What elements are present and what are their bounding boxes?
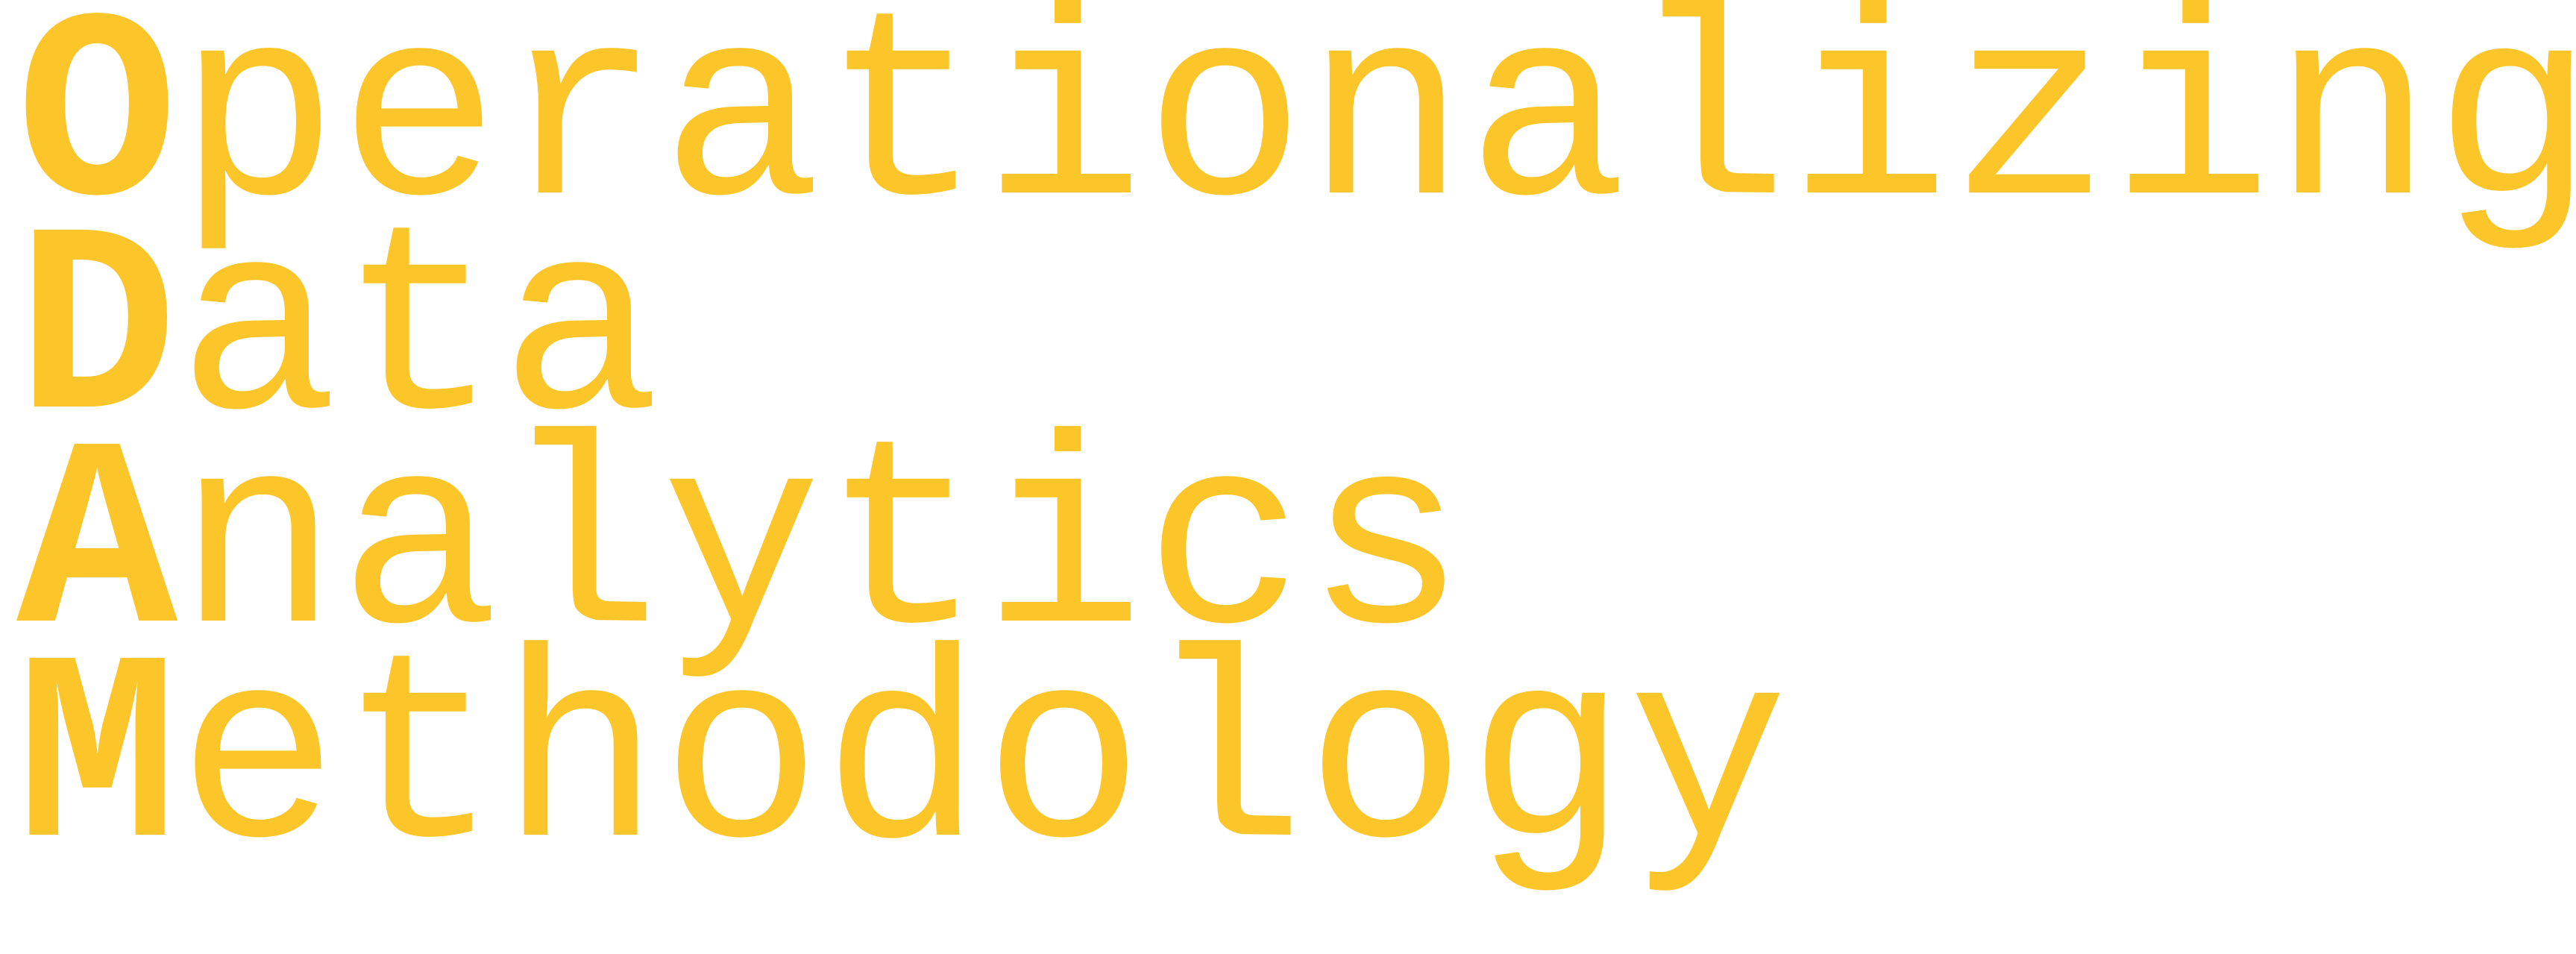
initial-letter: A xyxy=(16,398,178,702)
wordmark-line-analytics: Analytics xyxy=(16,415,1466,684)
word-remainder: perationalizing xyxy=(178,0,2576,274)
odam-wordmark: Operationalizing Data Analytics Methodol… xyxy=(16,0,2576,954)
initial-letter: D xyxy=(16,183,178,488)
initial-letter: O xyxy=(16,0,178,274)
initial-letter: M xyxy=(16,612,178,916)
word-remainder: nalytics xyxy=(178,398,1467,702)
word-remainder: ethodology xyxy=(178,612,1789,916)
word-remainder: ata xyxy=(178,183,662,488)
wordmark-line-operationalizing: Operationalizing xyxy=(16,0,2576,256)
wordmark-line-data: Data xyxy=(16,201,661,470)
wordmark-line-methodology: Methodology xyxy=(16,630,1788,898)
